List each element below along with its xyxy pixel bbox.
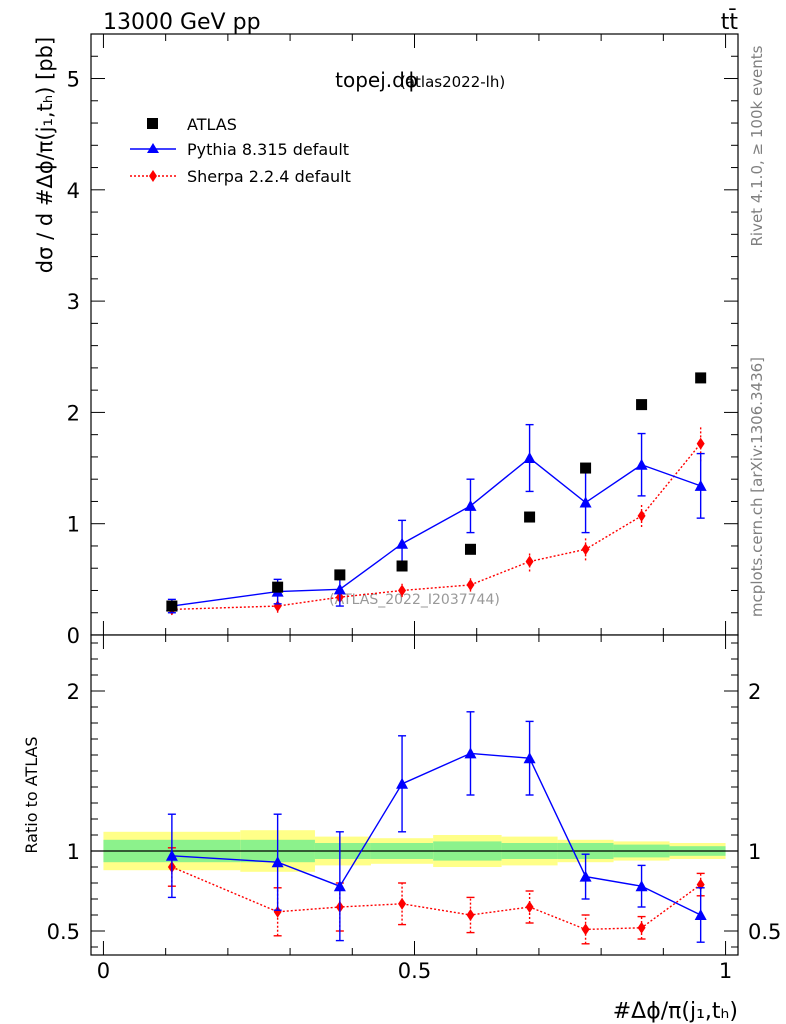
ratio-sherpa-point — [581, 923, 590, 936]
ratio-y-tick-label-right: 2 — [748, 680, 761, 704]
ratio-pythia-point — [464, 747, 477, 759]
pythia-point — [523, 452, 536, 464]
ratio-sherpa-point — [273, 905, 282, 918]
legend-atlas-marker — [147, 118, 158, 129]
process-label: tt̄ — [721, 9, 739, 35]
energy-label: 13000 GeV pp — [103, 10, 261, 35]
ratio-y-tick-label-right: 1 — [748, 840, 761, 864]
ratio-y-tick-label-left: 0.5 — [47, 920, 80, 944]
atlas-point — [396, 560, 408, 572]
legend: ATLAS Pythia 8.315 default Sherpa 2.2.4 … — [130, 115, 351, 186]
ratio-pythia-point — [271, 856, 284, 868]
atlas-point — [166, 600, 178, 612]
pythia-point — [333, 583, 346, 595]
legend-pythia-marker — [147, 143, 159, 153]
plot-title: topej.dϕ — [335, 68, 418, 92]
sherpa-point — [581, 543, 590, 556]
ratio-panel: 0.5 0.5 1 1 2 2 0 0.5 1 Ratio to ATLAS — [22, 634, 781, 983]
ratio-pythia-point — [523, 752, 536, 764]
rivet-version-label: Rivet 4.1.0, ≥ 100k events — [748, 45, 766, 246]
ratio-pythia-point — [396, 777, 409, 789]
ratio-pythia-point — [635, 880, 648, 892]
legend-sherpa-marker — [149, 170, 157, 182]
main-y-tick-label: 0 — [67, 624, 80, 648]
ratio-y-tick-label-right: 0.5 — [748, 920, 781, 944]
sherpa-line — [171, 443, 702, 611]
main-panel: (ATLAS_2022_I2037744) 0 1 2 3 4 5 topej.dϕ (a… — [33, 33, 739, 648]
ratio-y-tick-label-left: 2 — [67, 680, 80, 704]
main-y-tick-label: 4 — [67, 179, 80, 203]
ratio-sherpa-point — [398, 897, 407, 910]
atlas-point — [524, 511, 536, 523]
atlas-point — [334, 569, 346, 581]
pythia-point — [396, 537, 409, 549]
sherpa-point — [525, 555, 534, 568]
watermark-label: (ATLAS_2022_I2037744) — [329, 592, 500, 608]
main-y-tick-label: 3 — [67, 290, 80, 314]
ratio-panel-background — [91, 635, 738, 955]
ratio-y-tick-label-left: 1 — [67, 840, 80, 864]
pythia-point — [464, 499, 477, 511]
pythia-point — [579, 496, 592, 508]
atlas-point — [636, 399, 648, 411]
main-panel-background — [91, 34, 738, 635]
x-axis-label: #Δϕ/π(j₁,tₕ) — [613, 999, 738, 1024]
legend-atlas-label: ATLAS — [187, 115, 237, 134]
ratio-pythia-point — [694, 909, 707, 920]
sherpa-point — [398, 584, 407, 597]
sherpa-point — [466, 578, 475, 591]
pythia-point — [694, 479, 707, 491]
pythia-point — [635, 458, 648, 470]
sherpa-point — [273, 600, 282, 613]
mcplots-label: mcplots.cern.ch [arXiv:1306.3436] — [748, 357, 766, 617]
atlas-point — [695, 372, 707, 384]
sherpa-point — [637, 509, 646, 522]
x-tick-label: 0 — [97, 959, 110, 983]
x-tick-label: 1 — [719, 959, 732, 983]
legend-pythia-label: Pythia 8.315 default — [187, 140, 349, 159]
main-y-tick-label: 2 — [67, 401, 80, 425]
atlas-point — [464, 543, 476, 555]
sherpa-point — [696, 437, 705, 450]
x-tick-label: 0.5 — [398, 959, 431, 983]
ratio-sherpa-point — [637, 921, 646, 934]
legend-sherpa-label: Sherpa 2.2.4 default — [187, 167, 351, 186]
ratio-pythia-point — [579, 870, 592, 882]
ratio-sherpa-point — [525, 901, 534, 913]
ratio-y-axis-label: Ratio to ATLAS — [22, 736, 41, 853]
atlas-point — [580, 462, 592, 474]
main-y-axis-label: dσ / d #Δϕ/π(j₁,tₕ) [pb] — [33, 37, 57, 273]
plot-subtitle: (atlas2022-lh) — [400, 73, 505, 91]
ratio-sherpa-point — [466, 909, 475, 921]
ratio-pythia-point — [165, 849, 178, 861]
atlas-point — [272, 581, 284, 593]
ratio-pythia-point — [333, 880, 346, 892]
main-y-tick-label: 5 — [67, 68, 80, 92]
main-y-tick-label: 1 — [67, 513, 80, 537]
